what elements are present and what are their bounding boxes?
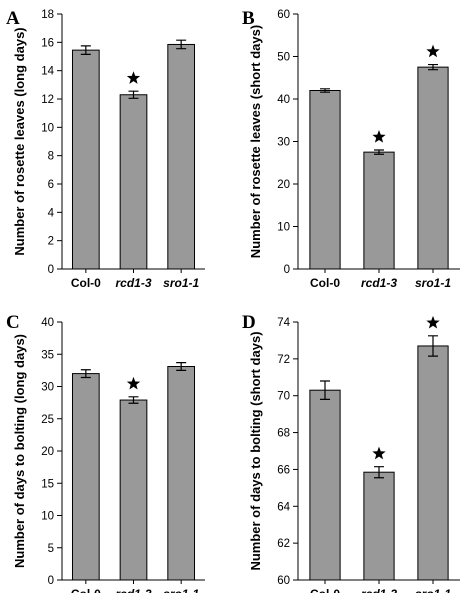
error-bar (176, 39, 187, 50)
bar-col-0 (71, 373, 100, 581)
y-tick-label: 5 (48, 543, 54, 555)
bar-sro1-1 (417, 345, 449, 581)
y-tick-label: 0 (284, 264, 290, 276)
error-bar (128, 396, 139, 404)
x-tick-label: rcd1-3 (361, 587, 397, 593)
y-tick-label: 12 (41, 94, 54, 106)
bar-col-0 (309, 90, 341, 270)
error-bar (80, 45, 91, 55)
error-bar (320, 88, 330, 93)
y-tick-label: 68 (277, 428, 290, 440)
y-axis-label: Number of rosette leaves (long days) (12, 27, 27, 255)
y-tick-label: 8 (48, 151, 54, 163)
x-tick-label: Col-0 (71, 276, 101, 290)
bar-sro1-1 (167, 366, 196, 581)
x-tick-label: sro1-1 (415, 587, 451, 593)
significance-star-icon (372, 446, 386, 460)
y-tick-label: 60 (277, 575, 290, 587)
bar-sro1-1 (167, 43, 196, 270)
error-bar (80, 369, 91, 379)
y-tick-label: 10 (277, 222, 290, 234)
significance-star-icon (126, 376, 141, 390)
y-tick-label: 20 (41, 446, 54, 458)
x-tick-label: rcd1-3 (115, 276, 151, 290)
y-tick-label: 18 (41, 9, 54, 21)
y-tick-label: 50 (277, 52, 290, 64)
error-bar (176, 362, 187, 371)
y-tick-label: 72 (277, 354, 290, 366)
x-tick-label: sro1-1 (415, 276, 451, 290)
panel-letter: B (242, 8, 255, 29)
y-axis-label: Number of days to bolting (short days) (248, 331, 263, 570)
y-tick-label: 30 (41, 382, 54, 394)
x-tick-label: rcd1-3 (361, 276, 397, 290)
y-tick-label: 4 (48, 207, 55, 219)
y-tick-label: 10 (41, 122, 54, 134)
error-bar (374, 466, 384, 479)
x-tick-label: sro1-1 (163, 276, 199, 290)
y-tick-label: 40 (277, 94, 290, 106)
y-tick-label: 16 (41, 37, 54, 49)
y-tick-label: 2 (48, 236, 54, 248)
bar-col-0 (71, 49, 100, 270)
bar-sro1-1 (417, 66, 449, 270)
panel-letter: D (242, 312, 256, 333)
y-tick-label: 6 (48, 179, 54, 191)
y-tick-label: 0 (48, 575, 54, 587)
y-tick-label: 40 (41, 317, 54, 329)
x-tick-label: rcd1-3 (115, 587, 151, 593)
y-tick-label: 10 (41, 511, 54, 523)
y-tick-label: 35 (41, 349, 54, 361)
significance-star-icon (426, 44, 440, 58)
error-bar (428, 63, 438, 71)
x-tick-label: sro1-1 (163, 587, 199, 593)
y-tick-label: 0 (48, 264, 54, 276)
panel-letter: A (6, 8, 20, 29)
error-bar (320, 380, 330, 400)
y-tick-label: 30 (277, 137, 290, 149)
bar-rcd1-3 (363, 471, 395, 581)
y-axis-label: Number of rosette leaves (short days) (248, 25, 263, 258)
y-tick-label: 25 (41, 414, 54, 426)
y-tick-label: 64 (277, 501, 290, 513)
significance-star-icon (126, 71, 141, 84)
error-bar (428, 335, 438, 357)
y-tick-label: 14 (41, 66, 54, 78)
bar-rcd1-3 (363, 151, 395, 270)
y-tick-label: 66 (277, 464, 290, 476)
bar-rcd1-3 (119, 399, 148, 581)
y-axis-label: Number of days to bolting (long days) (12, 334, 27, 568)
panel-letter: C (6, 312, 20, 333)
bar-rcd1-3 (119, 94, 148, 270)
y-tick-label: 62 (277, 538, 290, 550)
y-tick-label: 74 (277, 317, 290, 329)
y-tick-label: 70 (277, 391, 290, 403)
x-tick-label: Col-0 (310, 587, 340, 593)
y-tick-label: 20 (277, 179, 290, 191)
significance-star-icon (372, 130, 386, 143)
y-tick-label: 15 (41, 478, 54, 490)
y-tick-label: 60 (277, 9, 290, 21)
error-bar (128, 90, 139, 99)
bar-col-0 (309, 389, 341, 581)
x-tick-label: Col-0 (71, 587, 101, 593)
x-tick-label: Col-0 (310, 276, 340, 290)
significance-star-icon (426, 315, 440, 329)
error-bar (374, 149, 384, 155)
